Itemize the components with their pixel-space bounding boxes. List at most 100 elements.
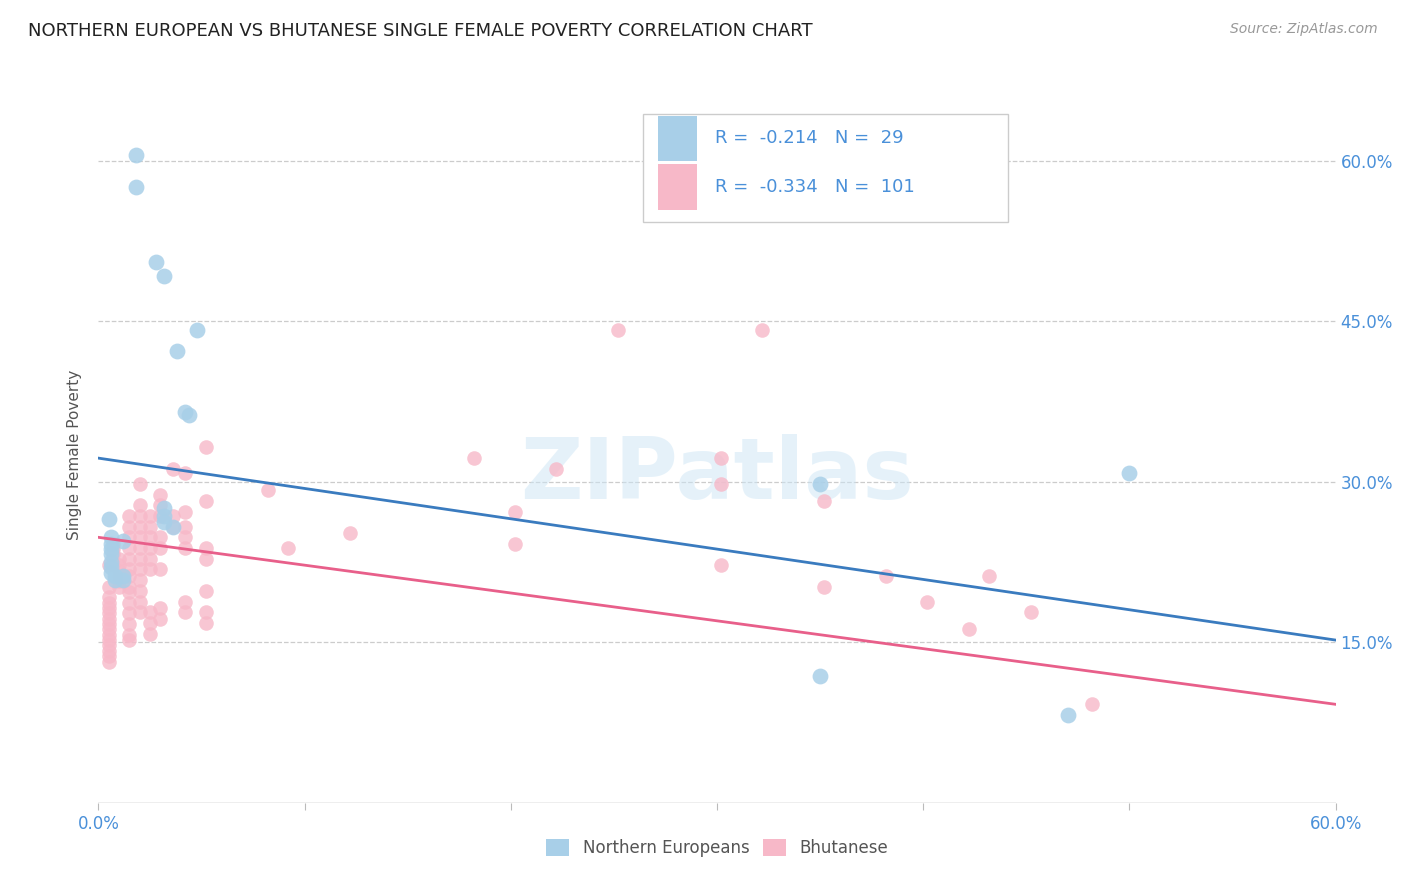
- Point: [97, 623, 120, 637]
- Point: [162, 519, 184, 533]
- Point: [149, 530, 172, 544]
- Point: [97, 655, 120, 669]
- Point: [1118, 466, 1140, 480]
- Point: [128, 498, 150, 512]
- Point: [128, 583, 150, 598]
- Point: [97, 612, 120, 626]
- Point: [118, 633, 141, 648]
- Point: [124, 148, 146, 162]
- Point: [101, 548, 124, 562]
- FancyBboxPatch shape: [643, 114, 1008, 222]
- Point: [118, 580, 141, 594]
- Point: [186, 323, 208, 337]
- Point: [128, 605, 150, 619]
- Point: [118, 585, 141, 599]
- Point: [139, 541, 162, 555]
- Point: [128, 541, 150, 555]
- Point: [166, 344, 188, 359]
- Point: [118, 530, 141, 544]
- Point: [174, 541, 197, 555]
- Point: [277, 541, 299, 555]
- Point: [194, 441, 217, 455]
- Text: ZIPatlas: ZIPatlas: [520, 434, 914, 517]
- Point: [179, 409, 201, 423]
- Point: [128, 508, 150, 523]
- Point: [149, 508, 172, 523]
- Point: [108, 580, 131, 594]
- Point: [174, 405, 197, 419]
- Y-axis label: Single Female Poverty: Single Female Poverty: [67, 370, 83, 540]
- Point: [174, 466, 197, 480]
- Point: [149, 562, 172, 576]
- Point: [128, 476, 150, 491]
- Point: [153, 269, 176, 284]
- Point: [118, 562, 141, 576]
- Point: [194, 605, 217, 619]
- Point: [97, 512, 120, 526]
- Point: [100, 555, 122, 569]
- Point: [97, 591, 120, 605]
- Point: [118, 569, 141, 583]
- Point: [97, 617, 120, 632]
- Point: [108, 569, 131, 583]
- Point: [808, 669, 831, 683]
- Point: [97, 639, 120, 653]
- Point: [875, 569, 897, 583]
- Point: [97, 601, 120, 615]
- Point: [100, 560, 122, 574]
- Point: [1056, 708, 1078, 723]
- Legend: Northern Europeans, Bhutanese: Northern Europeans, Bhutanese: [540, 832, 894, 864]
- Point: [162, 508, 184, 523]
- FancyBboxPatch shape: [658, 116, 697, 161]
- Point: [194, 541, 217, 555]
- Point: [118, 541, 141, 555]
- Point: [149, 612, 172, 626]
- Point: [162, 519, 184, 533]
- Point: [1081, 698, 1104, 712]
- Point: [108, 564, 131, 578]
- Point: [194, 583, 217, 598]
- Point: [194, 615, 217, 630]
- Point: [118, 607, 141, 621]
- Point: [979, 569, 1001, 583]
- Point: [139, 530, 162, 544]
- Text: NORTHERN EUROPEAN VS BHUTANESE SINGLE FEMALE POVERTY CORRELATION CHART: NORTHERN EUROPEAN VS BHUTANESE SINGLE FE…: [28, 22, 813, 40]
- Point: [128, 519, 150, 533]
- Point: [128, 562, 150, 576]
- Point: [139, 519, 162, 533]
- Point: [97, 596, 120, 610]
- Point: [174, 605, 197, 619]
- Point: [957, 623, 980, 637]
- Point: [104, 573, 127, 587]
- Point: [118, 596, 141, 610]
- Text: Source: ZipAtlas.com: Source: ZipAtlas.com: [1230, 22, 1378, 37]
- Point: [813, 580, 835, 594]
- Point: [101, 537, 124, 551]
- Point: [503, 505, 526, 519]
- Point: [808, 476, 831, 491]
- Point: [118, 519, 141, 533]
- Point: [139, 626, 162, 640]
- Point: [118, 508, 141, 523]
- Point: [607, 323, 630, 337]
- Point: [97, 628, 120, 642]
- Point: [1019, 605, 1042, 619]
- Point: [118, 628, 141, 642]
- Point: [174, 530, 197, 544]
- Point: [710, 451, 733, 466]
- Point: [149, 498, 172, 512]
- Point: [153, 508, 176, 523]
- Point: [162, 462, 184, 476]
- Point: [463, 451, 485, 466]
- Point: [139, 605, 162, 619]
- Point: [112, 573, 135, 587]
- FancyBboxPatch shape: [658, 164, 697, 210]
- Point: [100, 566, 122, 580]
- Point: [128, 594, 150, 608]
- Point: [128, 573, 150, 587]
- Point: [751, 323, 773, 337]
- Point: [917, 594, 939, 608]
- Point: [97, 644, 120, 658]
- Point: [194, 551, 217, 566]
- Point: [174, 594, 197, 608]
